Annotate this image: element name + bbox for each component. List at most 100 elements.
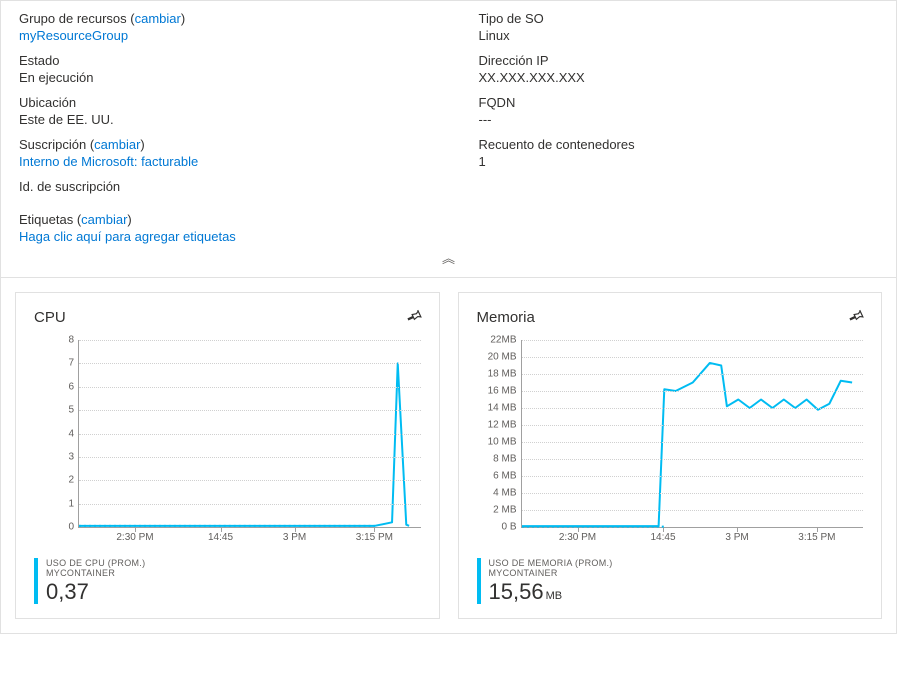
property-label: Id. de suscripción bbox=[19, 179, 419, 194]
properties-left-column: Grupo de recursos (cambiar)myResourceGro… bbox=[19, 11, 419, 204]
add-tags-link[interactable]: Haga clic aquí para agregar etiquetas bbox=[19, 229, 878, 244]
y-tick-label: 2 bbox=[68, 475, 74, 486]
cpu-metric-value-number: 0,37 bbox=[46, 579, 89, 604]
memory-series bbox=[522, 340, 864, 527]
y-tick-label: 8 MB bbox=[493, 454, 516, 465]
memory-metric-sub: MYCONTAINER bbox=[489, 568, 613, 578]
property-label: Suscripción (cambiar) bbox=[19, 137, 419, 152]
y-tick-label: 6 MB bbox=[493, 471, 516, 482]
memory-metric-value: 15,56MB bbox=[489, 580, 613, 604]
y-tick-label: 12 MB bbox=[488, 420, 517, 431]
property-item: Grupo de recursos (cambiar)myResourceGro… bbox=[19, 11, 419, 43]
y-tick-label: 5 bbox=[68, 405, 74, 416]
grid-line bbox=[522, 459, 864, 460]
grid-line bbox=[79, 434, 421, 435]
grid-line bbox=[522, 357, 864, 358]
overview-properties-panel: Grupo de recursos (cambiar)myResourceGro… bbox=[0, 0, 897, 278]
y-tick-label: 16 MB bbox=[488, 386, 517, 397]
memory-chart-card: Memoria 0 B2 MB4 MB6 MB8 MB10 MB12 MB14 … bbox=[458, 292, 883, 619]
cpu-x-axis: 2:30 PM14:453 PM3:15 PM bbox=[78, 528, 421, 550]
property-item: Tipo de SOLinux bbox=[479, 11, 879, 43]
memory-metric-footer: USO DE MEMORIA (PROM.) MYCONTAINER 15,56… bbox=[477, 558, 864, 604]
grid-line bbox=[79, 363, 421, 364]
grid-line bbox=[522, 510, 864, 511]
memory-chart-area: 0 B2 MB4 MB6 MB8 MB10 MB12 MB14 MB16 MB1… bbox=[477, 340, 864, 550]
memory-y-axis: 0 B2 MB4 MB6 MB8 MB10 MB12 MB14 MB16 MB1… bbox=[477, 340, 521, 528]
memory-metric-color-bar bbox=[477, 558, 481, 604]
property-label: Recuento de contenedores bbox=[479, 137, 879, 152]
cpu-chart-card: CPU 012345678 2:30 PM14:453 PM3:15 PM US… bbox=[15, 292, 440, 619]
y-tick-label: 18 MB bbox=[488, 369, 517, 380]
y-tick-label: 22MB bbox=[490, 335, 516, 346]
property-value: 1 bbox=[479, 154, 879, 169]
pin-icon[interactable] bbox=[847, 307, 865, 328]
y-tick-label: 6 bbox=[68, 381, 74, 392]
properties-columns: Grupo de recursos (cambiar)myResourceGro… bbox=[19, 11, 878, 204]
property-item: Suscripción (cambiar) Interno de Microsof… bbox=[19, 137, 419, 169]
property-label: Estado bbox=[19, 53, 419, 68]
y-tick-label: 0 bbox=[68, 522, 74, 533]
chevron-up-icon: ︽ bbox=[442, 251, 455, 266]
x-tick-label: 2:30 PM bbox=[116, 532, 153, 543]
cpu-metric-color-bar bbox=[34, 558, 38, 604]
property-value: En ejecución bbox=[19, 70, 419, 85]
property-item: UbicaciónEste de EE. UU. bbox=[19, 95, 419, 127]
collapse-toggle[interactable]: ︽ bbox=[19, 244, 878, 269]
property-value: Este de EE. UU. bbox=[19, 112, 419, 127]
cpu-metric-footer: USO DE CPU (PROM.) MYCONTAINER 0,37 bbox=[34, 558, 421, 604]
tags-label: Etiquetas (cambiar) bbox=[19, 212, 132, 227]
grid-line bbox=[522, 442, 864, 443]
grid-line bbox=[79, 340, 421, 341]
cpu-y-axis: 012345678 bbox=[34, 340, 78, 528]
y-tick-label: 4 MB bbox=[493, 488, 516, 499]
x-tick-label: 14:45 bbox=[208, 532, 233, 543]
property-item: Recuento de contenedores 1 bbox=[479, 137, 879, 169]
y-tick-label: 7 bbox=[68, 358, 74, 369]
memory-metric-value-number: 15,56 bbox=[489, 579, 544, 604]
cpu-metric-sub: MYCONTAINER bbox=[46, 568, 145, 578]
y-tick-label: 20 MB bbox=[488, 352, 517, 363]
cpu-chart-title: CPU bbox=[34, 309, 421, 326]
change-link[interactable]: cambiar bbox=[94, 137, 140, 152]
grid-line bbox=[522, 408, 864, 409]
memory-plot bbox=[521, 340, 864, 528]
properties-right-column: Tipo de SOLinuxDirección IPXX.XXX.XXX.XX… bbox=[479, 11, 879, 204]
x-tick-label: 3:15 PM bbox=[798, 532, 835, 543]
property-item: FQDN--- bbox=[479, 95, 879, 127]
change-link[interactable]: cambiar bbox=[135, 11, 181, 26]
property-label: Tipo de SO bbox=[479, 11, 879, 26]
memory-x-axis: 2:30 PM14:453 PM3:15 PM bbox=[521, 528, 864, 550]
grid-line bbox=[522, 391, 864, 392]
grid-line bbox=[79, 480, 421, 481]
tags-label-text: Etiquetas bbox=[19, 212, 73, 227]
cpu-metric-name: USO DE CPU (PROM.) bbox=[46, 558, 145, 568]
tags-change-link[interactable]: cambiar bbox=[81, 212, 127, 227]
property-value[interactable]: myResourceGroup bbox=[19, 28, 419, 43]
grid-line bbox=[522, 425, 864, 426]
grid-line bbox=[522, 493, 864, 494]
y-tick-label: 2 MB bbox=[493, 505, 516, 516]
grid-line bbox=[79, 504, 421, 505]
y-tick-label: 3 bbox=[68, 451, 74, 462]
grid-line bbox=[522, 340, 864, 341]
grid-line bbox=[79, 410, 421, 411]
y-tick-label: 10 MB bbox=[488, 437, 517, 448]
pin-icon[interactable] bbox=[405, 307, 423, 328]
y-tick-label: 1 bbox=[68, 498, 74, 509]
memory-chart-title: Memoria bbox=[477, 309, 864, 326]
y-tick-label: 8 bbox=[68, 335, 74, 346]
property-item: Id. de suscripción bbox=[19, 179, 419, 194]
y-tick-label: 4 bbox=[68, 428, 74, 439]
cpu-metric-value: 0,37 bbox=[46, 580, 145, 604]
memory-metric-name: USO DE MEMORIA (PROM.) bbox=[489, 558, 613, 568]
x-tick-label: 3 PM bbox=[725, 532, 748, 543]
x-tick-label: 2:30 PM bbox=[559, 532, 596, 543]
grid-line bbox=[79, 457, 421, 458]
cpu-plot bbox=[78, 340, 421, 528]
grid-line bbox=[522, 476, 864, 477]
memory-metric-unit: MB bbox=[546, 590, 563, 602]
grid-line bbox=[79, 387, 421, 388]
property-value[interactable]: Interno de Microsoft: facturable bbox=[19, 154, 419, 169]
grid-line bbox=[522, 374, 864, 375]
cpu-metric-text: USO DE CPU (PROM.) MYCONTAINER 0,37 bbox=[46, 558, 145, 604]
